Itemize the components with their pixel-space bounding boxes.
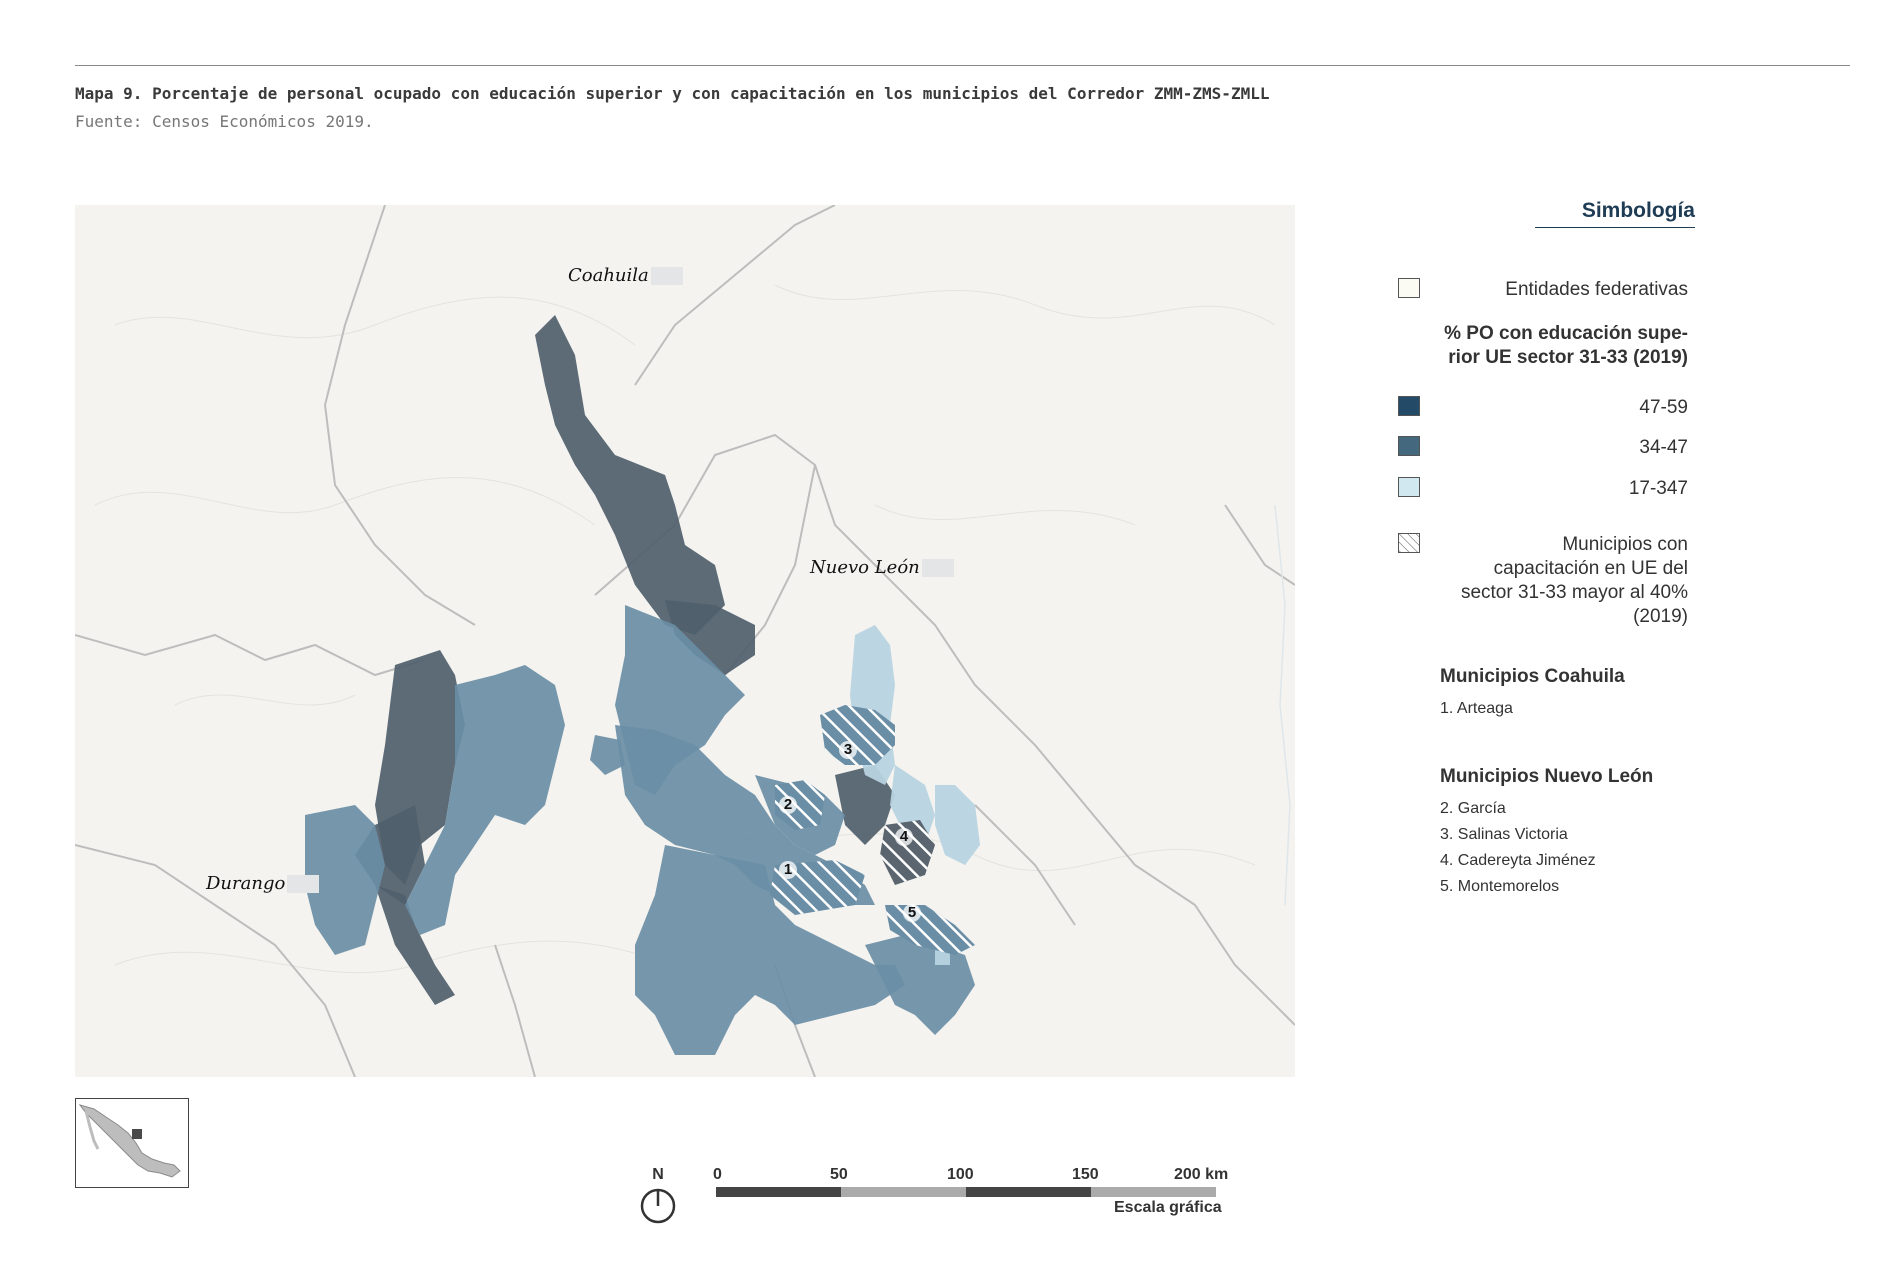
municipality-marker-2: 2 xyxy=(779,796,797,814)
legend-label-34-47: 34-47 xyxy=(1639,437,1688,458)
municipality-polygon xyxy=(375,885,455,1005)
top-rule xyxy=(75,65,1850,66)
legend-hatch: Municipios con capacitación en UE del se… xyxy=(1398,533,1688,633)
legend-class-34-47: 34-47 xyxy=(1398,436,1688,460)
inset-map xyxy=(75,1098,189,1188)
map-title: Mapa 9. Porcentaje de personal ocupado c… xyxy=(75,84,1270,103)
coastline xyxy=(1274,504,1291,906)
legend-swatch-17-347 xyxy=(1398,477,1420,497)
north-arrow-icon xyxy=(640,1188,676,1224)
municipality-polygon xyxy=(935,785,980,865)
legend-label-entidades: Entidades federativas xyxy=(1505,279,1688,300)
map-svg xyxy=(75,205,1295,1077)
scale-tick-100: 100 xyxy=(947,1166,974,1183)
legend-label-hatch: Municipios con capacitación en UE del se… xyxy=(1460,534,1688,627)
legend-class-heading: % PO con educación supe- rior UE sector … xyxy=(1444,323,1688,368)
municipios-nuevo-leon-list: Municipios Nuevo León 2. García 3. Salin… xyxy=(1440,766,1653,900)
scale-segment xyxy=(966,1187,1091,1197)
class-34-47-regions xyxy=(305,605,975,1055)
municipios-nuevo-leon-title: Municipios Nuevo León xyxy=(1440,766,1654,787)
legend-swatch-hatch xyxy=(1398,533,1420,553)
legend-entidades: Entidades federativas xyxy=(1398,278,1688,302)
map-canvas: Coahuila Nuevo León Durango 1 2 3 4 5 xyxy=(75,205,1295,1077)
list-item: 2. García xyxy=(1440,800,1506,817)
state-label-durango: Durango xyxy=(206,873,320,894)
municipios-coahuila-list: Municipios Coahuila 1. Arteaga xyxy=(1440,666,1625,722)
state-label-coahuila: Coahuila xyxy=(568,265,683,286)
hatched-polygon xyxy=(820,705,895,765)
mexico-inset-icon xyxy=(78,1104,181,1178)
scale-segment xyxy=(716,1187,841,1197)
municipality-polygon xyxy=(405,665,565,935)
scale-tick-150: 150 xyxy=(1072,1166,1099,1183)
legend-label-47-59: 47-59 xyxy=(1639,397,1688,418)
legend-swatch-34-47 xyxy=(1398,436,1420,456)
municipality-polygon xyxy=(535,315,725,635)
north-letter: N xyxy=(652,1166,664,1183)
list-item: 3. Salinas Victoria xyxy=(1440,826,1568,843)
scale-segment xyxy=(1091,1187,1216,1197)
hatched-polygon xyxy=(775,780,825,830)
municipality-marker-5: 5 xyxy=(903,904,921,922)
municipality-polygon xyxy=(305,805,385,955)
legend-swatch-47-59 xyxy=(1398,396,1420,416)
scale-tick-0: 0 xyxy=(713,1166,722,1183)
state-label-nuevo-leon: Nuevo León xyxy=(810,557,954,578)
map-source: Fuente: Censos Económicos 2019. xyxy=(75,112,374,131)
scale-tick-50: 50 xyxy=(830,1166,848,1183)
municipios-coahuila-title: Municipios Coahuila xyxy=(1440,666,1625,687)
municipality-marker-4: 4 xyxy=(895,828,913,846)
municipality-polygon xyxy=(615,725,875,905)
legend-class-47-59: 47-59 xyxy=(1398,396,1688,420)
municipality-marker-1: 1 xyxy=(779,861,797,879)
municipality-polygon xyxy=(935,950,950,965)
legend-label-17-347: 17-347 xyxy=(1628,478,1688,499)
hatched-polygon xyxy=(880,820,935,885)
municipality-polygon xyxy=(665,600,755,675)
municipality-marker-3: 3 xyxy=(839,741,857,759)
scale-caption: Escala gráfica xyxy=(1114,1199,1222,1216)
scale-tick-200: 200 km xyxy=(1174,1166,1229,1183)
hatched-municipalities xyxy=(770,705,975,955)
list-item: 1. Arteaga xyxy=(1440,700,1513,717)
municipality-polygon xyxy=(590,735,625,775)
state-borders xyxy=(75,205,1295,1077)
legend-class-17-347: 17-347 xyxy=(1398,477,1688,501)
list-item: 4. Cadereyta Jiménez xyxy=(1440,852,1596,869)
legend-title: Simbología xyxy=(1535,199,1695,228)
list-item: 5. Montemorelos xyxy=(1440,878,1560,895)
municipality-polygon xyxy=(835,765,895,845)
municipality-polygon xyxy=(635,845,905,1055)
scale-segment xyxy=(841,1187,966,1197)
legend-swatch-entidades xyxy=(1398,278,1420,298)
